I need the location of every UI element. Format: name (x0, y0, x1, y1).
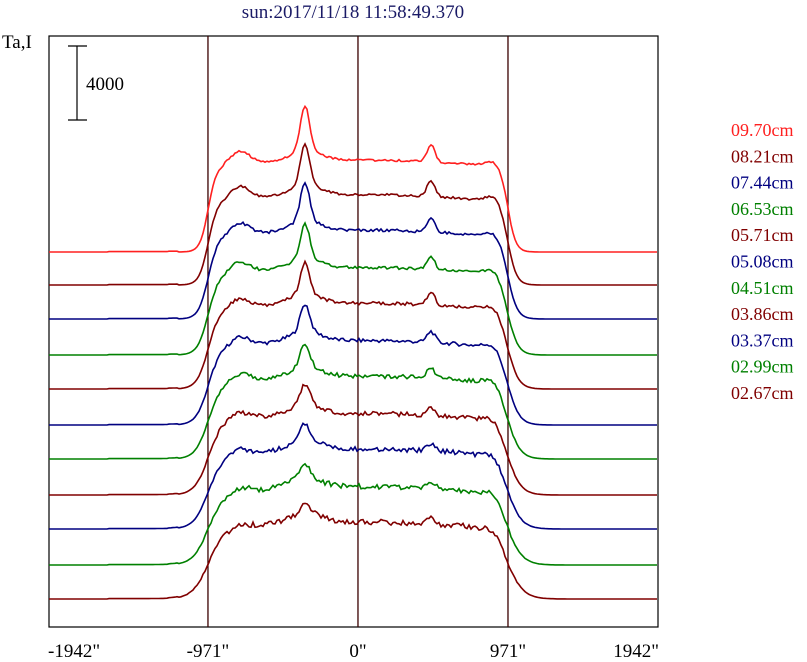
legend-entry: 09.70cm (731, 120, 794, 140)
series-curve-06.53cm (49, 221, 657, 356)
series-curve-05.08cm (49, 304, 657, 426)
x-tick-label: 0" (349, 641, 366, 662)
series-curve-03.37cm (49, 422, 657, 530)
legend-entry: 04.51cm (731, 278, 794, 298)
legend-entry: 06.53cm (731, 199, 794, 219)
series-curves (49, 104, 657, 600)
legend-entry: 03.37cm (731, 330, 794, 350)
series-curve-07.44cm (49, 181, 657, 320)
x-tick-label: -1942" (48, 641, 100, 662)
scale-bar-label: 4000 (86, 74, 124, 95)
chart-title: sun:2017/11/18 11:58:49.370 (242, 2, 464, 23)
y-axis-label: Ta,I (2, 32, 32, 53)
series-curve-02.99cm (49, 462, 657, 566)
series-curve-05.71cm (49, 259, 657, 390)
scale-bar: 4000 (68, 45, 124, 121)
legend-entry: 02.67cm (731, 383, 794, 403)
series-curve-02.67cm (49, 502, 657, 600)
x-tick-labels: -1942" -971" 0" 971" 1942" (48, 641, 659, 662)
legend-entry: 05.08cm (731, 252, 794, 272)
x-tick-label: 971" (490, 641, 526, 662)
legend-entry: 08.21cm (731, 146, 794, 166)
series-curve-04.51cm (49, 343, 657, 460)
series-curve-08.21cm (49, 142, 657, 286)
series-curve-03.86cm (49, 383, 657, 496)
legend-entry: 05.71cm (731, 225, 794, 245)
legend-entry: 02.99cm (731, 357, 794, 377)
series-curve-09.70cm (49, 104, 657, 253)
x-tick-label: 1942" (613, 641, 659, 662)
legend: 09.70cm 08.21cm 07.44cm 06.53cm 05.71cm 05.08… (731, 120, 794, 403)
plot-frame (48, 35, 659, 628)
reference-lines (207, 36, 509, 627)
legend-entry: 03.86cm (731, 304, 794, 324)
legend-entry: 07.44cm (731, 173, 794, 193)
x-tick-label: -971" (187, 641, 230, 662)
